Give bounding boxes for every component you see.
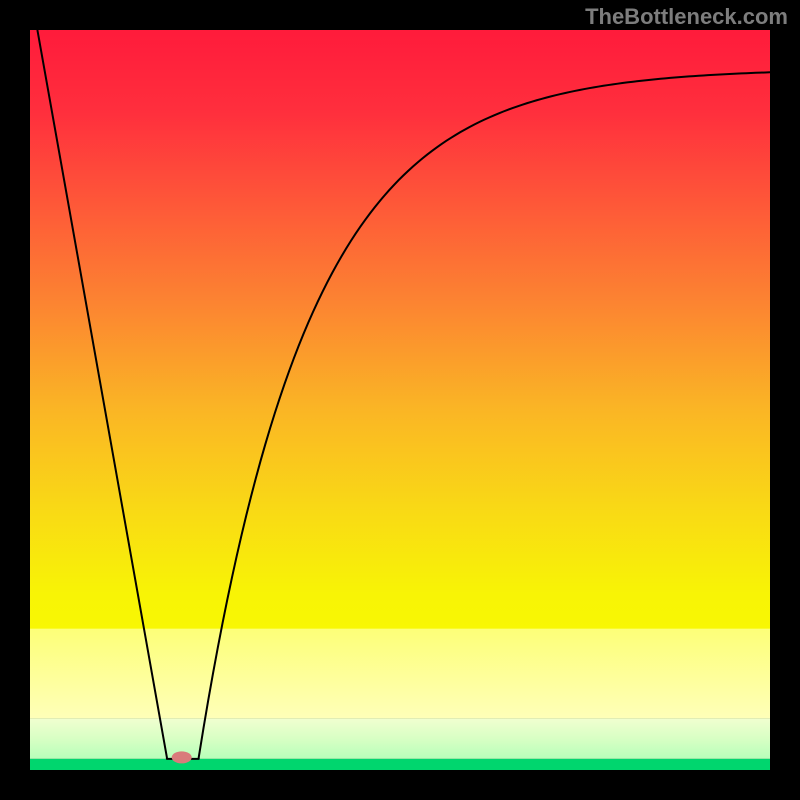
valley-marker: [172, 751, 192, 763]
bottleneck-curve-chart: [0, 0, 800, 800]
band-green: [30, 759, 770, 770]
attribution-text: TheBottleneck.com: [585, 4, 788, 30]
band-lime: [30, 718, 770, 759]
chart-container: TheBottleneck.com: [0, 0, 800, 800]
band-pale-yellow: [30, 629, 770, 719]
